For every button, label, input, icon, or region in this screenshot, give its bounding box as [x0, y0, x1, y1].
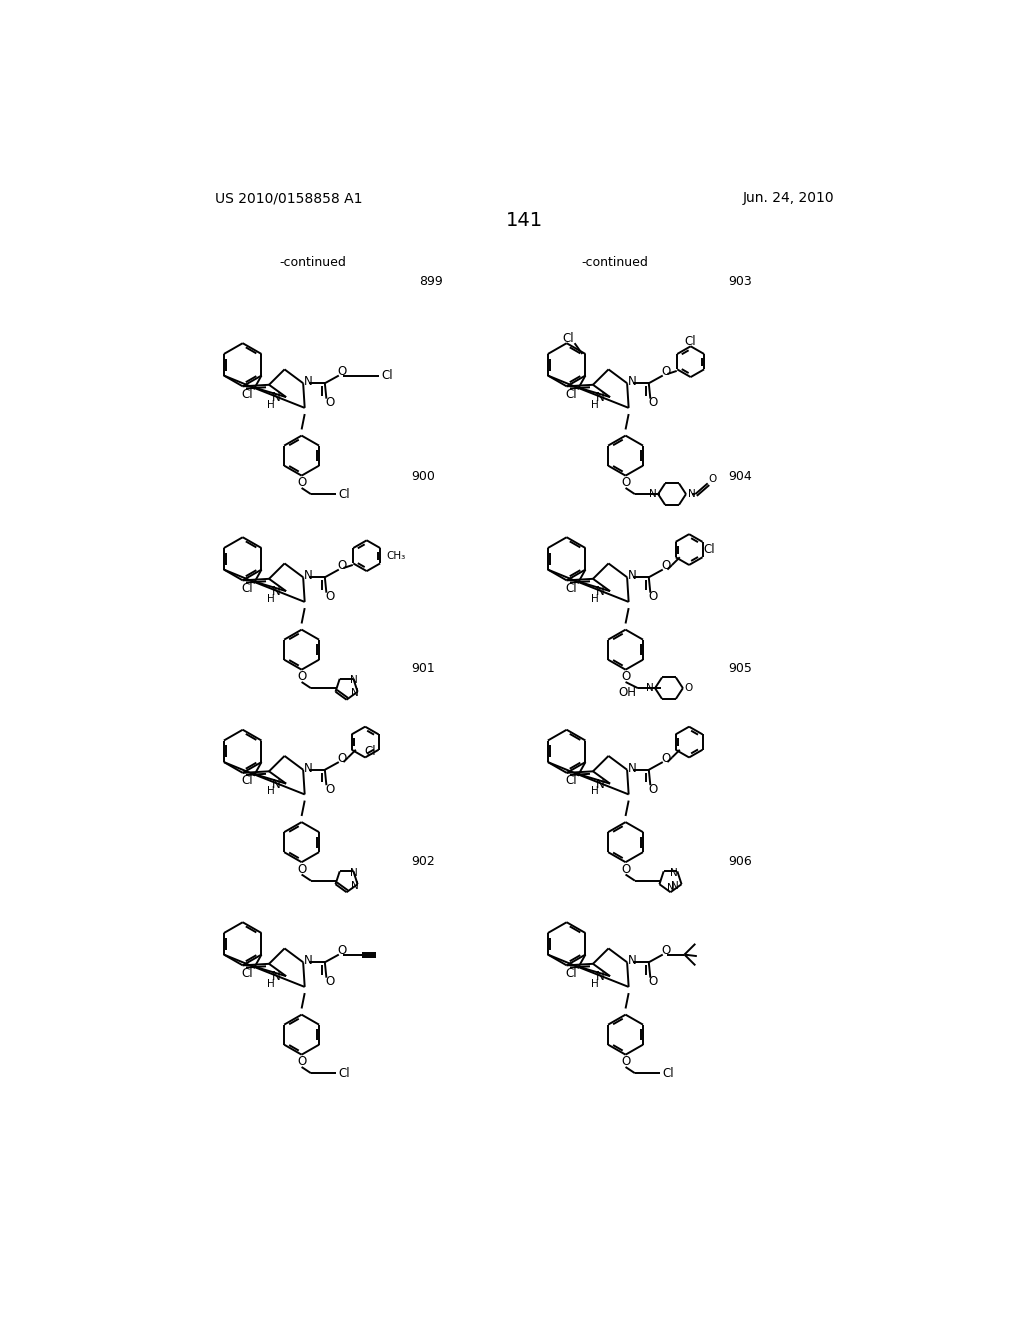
- Text: N: N: [304, 762, 313, 775]
- Text: N: N: [596, 391, 604, 404]
- Text: H: H: [266, 594, 274, 603]
- Text: Cl: Cl: [364, 744, 376, 758]
- Text: N: N: [646, 684, 653, 693]
- Text: Cl: Cl: [241, 774, 253, 787]
- Text: H: H: [266, 400, 274, 409]
- Text: O: O: [297, 477, 306, 490]
- Text: H: H: [266, 979, 274, 989]
- Text: O: O: [649, 975, 658, 989]
- Text: Cl: Cl: [241, 966, 253, 979]
- Text: US 2010/0158858 A1: US 2010/0158858 A1: [215, 191, 362, 206]
- Text: Cl: Cl: [381, 370, 392, 381]
- Text: Jun. 24, 2010: Jun. 24, 2010: [743, 191, 835, 206]
- Text: N: N: [628, 954, 637, 968]
- Text: N: N: [271, 970, 281, 983]
- Text: Cl: Cl: [241, 388, 253, 400]
- Text: O: O: [662, 560, 671, 573]
- Text: N: N: [628, 375, 637, 388]
- Text: O: O: [337, 366, 346, 379]
- Text: Cl: Cl: [565, 774, 577, 787]
- Text: 906: 906: [729, 855, 753, 869]
- Text: N: N: [351, 880, 359, 891]
- Text: O: O: [337, 944, 346, 957]
- Text: Cl: Cl: [685, 335, 696, 348]
- Text: CH₃: CH₃: [387, 550, 407, 561]
- Text: N: N: [351, 688, 359, 698]
- Text: O: O: [337, 560, 346, 573]
- Text: N: N: [596, 970, 604, 983]
- Text: O: O: [649, 590, 658, 603]
- Text: H: H: [591, 400, 598, 409]
- Text: Cl: Cl: [565, 582, 577, 594]
- Text: Cl: Cl: [663, 1067, 674, 1080]
- Text: Cl: Cl: [338, 1067, 350, 1080]
- Text: H: H: [591, 979, 598, 989]
- Text: N: N: [628, 762, 637, 775]
- Text: N: N: [687, 490, 695, 499]
- Text: N: N: [304, 954, 313, 968]
- Text: Cl: Cl: [565, 966, 577, 979]
- Text: O: O: [621, 862, 630, 875]
- Text: 899: 899: [419, 275, 442, 288]
- Text: Cl: Cl: [562, 333, 574, 345]
- Text: N: N: [271, 391, 281, 404]
- Text: N: N: [628, 569, 637, 582]
- Text: Cl: Cl: [241, 582, 253, 594]
- Text: O: O: [662, 944, 671, 957]
- Text: N: N: [671, 867, 678, 878]
- Text: 902: 902: [411, 855, 434, 869]
- Text: 141: 141: [506, 210, 544, 230]
- Text: O: O: [649, 783, 658, 796]
- Text: N: N: [271, 777, 281, 791]
- Text: N: N: [271, 585, 281, 598]
- Text: O: O: [709, 474, 717, 483]
- Text: N: N: [596, 777, 604, 791]
- Text: H: H: [591, 787, 598, 796]
- Text: N: N: [304, 375, 313, 388]
- Text: Cl: Cl: [703, 543, 715, 556]
- Text: O: O: [325, 783, 334, 796]
- Text: N: N: [596, 585, 604, 598]
- Text: N: N: [649, 490, 656, 499]
- Text: O: O: [325, 396, 334, 409]
- Text: O: O: [662, 751, 671, 764]
- Text: O: O: [684, 684, 692, 693]
- Text: N: N: [672, 880, 679, 891]
- Text: O: O: [297, 1055, 306, 1068]
- Text: O: O: [621, 1055, 630, 1068]
- Text: O: O: [662, 366, 671, 379]
- Text: Cl: Cl: [338, 487, 350, 500]
- Text: 901: 901: [411, 663, 434, 676]
- Text: N: N: [667, 883, 675, 892]
- Text: 904: 904: [729, 470, 753, 483]
- Text: O: O: [297, 671, 306, 684]
- Text: Cl: Cl: [565, 388, 577, 400]
- Text: H: H: [266, 787, 274, 796]
- Text: 900: 900: [411, 470, 435, 483]
- Text: -continued: -continued: [279, 256, 346, 269]
- Text: O: O: [621, 477, 630, 490]
- Text: O: O: [337, 751, 346, 764]
- Text: O: O: [325, 975, 334, 989]
- Text: O: O: [325, 590, 334, 603]
- Text: O: O: [649, 396, 658, 409]
- Text: 905: 905: [729, 663, 753, 676]
- Text: H: H: [591, 594, 598, 603]
- Text: 903: 903: [729, 275, 753, 288]
- Text: N: N: [349, 867, 357, 878]
- Text: O: O: [297, 862, 306, 875]
- Text: N: N: [349, 676, 357, 685]
- Text: O: O: [621, 671, 630, 684]
- Text: N: N: [304, 569, 313, 582]
- Text: -continued: -continued: [582, 256, 648, 269]
- Text: OH: OH: [618, 685, 636, 698]
